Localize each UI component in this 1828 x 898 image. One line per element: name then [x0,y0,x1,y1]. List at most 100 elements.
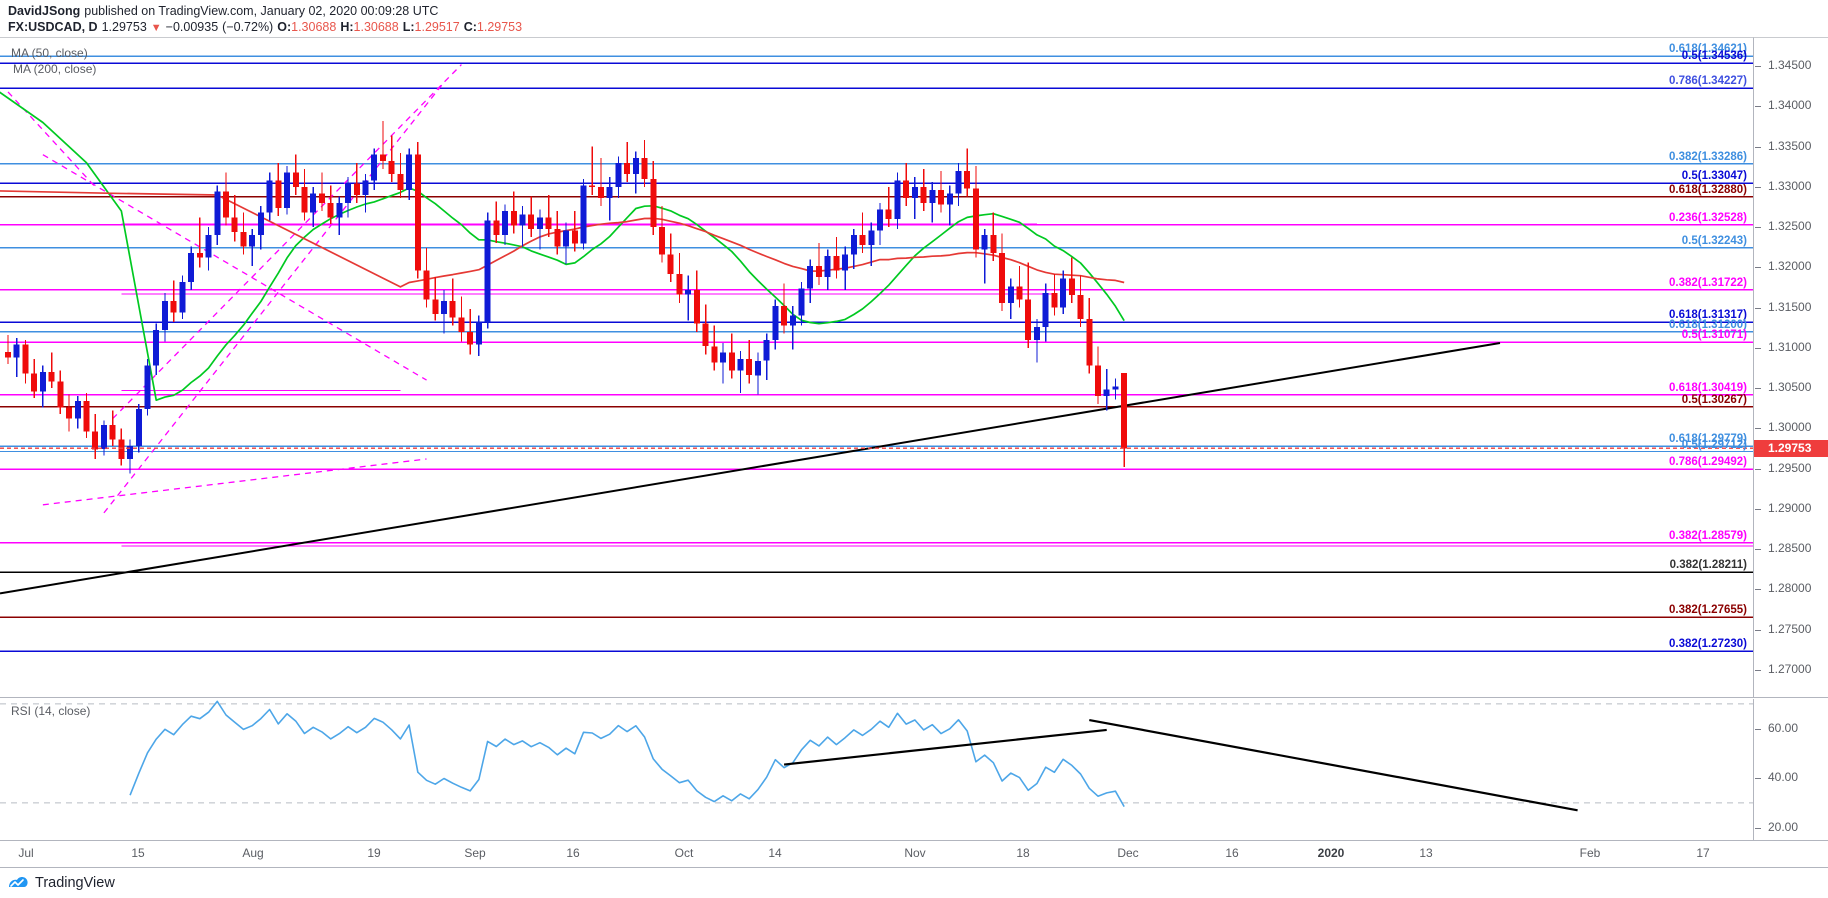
author-name: DavidJSong [8,4,81,18]
rsi-axis[interactable]: 60.00 40.00 20.00 [1753,699,1828,840]
price-tick-mark [1755,508,1761,510]
change-absolute: −0.00935 [165,20,219,34]
legend-ma50[interactable]: MA (50, close) [11,46,88,60]
fib-level-label: 0.5(1.31071) [1681,329,1747,342]
fib-level-label: 0.382(1.27655) [1668,604,1747,617]
price-tick-mark [1755,186,1761,188]
rsi-plot [0,700,1753,812]
fib-level-label: 0.382(1.28211) [1669,559,1747,572]
tradingview-brand-label: TradingView [35,875,115,891]
tradingview-logo-icon [7,874,29,892]
fib-level-label: 0.5(1.30267) [1681,393,1747,406]
time-tick-label: Feb [1579,846,1601,860]
rsi-tick-mark [1755,728,1761,730]
high-value: 1.30688 [353,20,399,34]
header-quote-line: FX:USDCAD, D 1.29753 ▼ −0.00935 (−0.72%) O:1.… [8,19,1828,36]
low-value: 1.29517 [414,20,460,34]
fib-level-label: 0.786(1.29492) [1668,456,1747,469]
fib-level-label: 0.618(1.29779) [1668,433,1747,446]
price-tick-mark [1755,629,1761,631]
time-tick-label: 16 [566,846,580,860]
legend-ma200[interactable]: MA (200, close) [13,62,96,76]
fib-level-label: 0.5(1.29712) [1681,438,1747,451]
header-attribution-line: DavidJSong published on TradingView.com, … [8,3,1828,19]
price-tick-mark [1755,388,1761,390]
time-tick-label: 17 [1696,846,1710,860]
price-tick-label: 1.29000 [1768,500,1812,515]
legend-rsi-label: RSI (14, close) [11,704,91,718]
high-label: H: [340,20,354,34]
price-tick-label: 1.30500 [1768,380,1812,395]
price-tick-label: 1.27000 [1768,661,1812,676]
change-percent: (−0.72%) [222,20,274,34]
price-tick-mark [1755,549,1761,551]
time-tick-label: 14 [768,846,782,860]
fib-level-label: 0.236(1.32528) [1668,211,1747,224]
legend-rsi[interactable]: RSI (14, close) [11,704,90,718]
legend-ma200-label: MA (200, close) [13,62,97,76]
price-tick-mark [1755,347,1761,349]
time-tick-label: 16 [1225,846,1239,860]
rsi-tick-mark [1755,827,1761,829]
price-tick-label: 1.31500 [1768,299,1812,314]
footer: TradingView [0,868,1828,898]
time-tick-label: Oct [674,846,694,860]
time-tick-label: 18 [1016,846,1030,860]
current-price-marker[interactable]: 1.29753 [1754,439,1828,457]
time-tick-label: 2020 [1317,846,1345,860]
fib-level-label: 0.382(1.33286) [1668,150,1747,163]
price-tick-label: 1.30000 [1768,420,1812,435]
fib-level-label: 0.618(1.32880) [1668,183,1747,196]
close-value: 1.29753 [476,20,523,34]
time-tick-label: Dec [1117,846,1139,860]
price-tick-mark [1755,589,1761,591]
price-tick-label: 1.28000 [1768,581,1812,596]
rsi-pane[interactable]: RSI (14, close) [0,699,1753,840]
price-tick-mark [1755,66,1761,68]
price-tick-mark [1755,106,1761,108]
price-plot [0,55,1753,652]
time-tick-label: Nov [904,846,926,860]
time-axis[interactable]: Jul 15 Aug 19 Sep 16 Oct 14 Nov 18 Dec 16 2020 13 Feb 1… [0,840,1828,868]
fib-level-label: 0.382(1.28579) [1668,529,1747,542]
open-label: O: [277,20,292,34]
rsi-tick-label: 60.00 [1768,720,1799,735]
fib-level-label: 0.786(1.34227) [1668,75,1747,88]
price-tick-label: 1.32500 [1768,219,1812,234]
rsi-tick-label: 20.00 [1768,819,1799,834]
fib-level-label: 0.382(1.31722) [1668,276,1747,289]
price-axis[interactable]: 1.34500 1.34000 1.33500 1.33000 1.32500 1.320… [1753,37,1828,698]
fib-level-label: 0.5(1.32243) [1681,234,1747,247]
symbol-label[interactable]: FX:USDCAD, D [8,20,98,34]
time-tick-label: Jul [18,846,34,860]
price-tick-mark [1755,468,1761,470]
price-tick-mark [1755,146,1761,148]
price-tick-label: 1.32000 [1768,259,1812,274]
rsi-tick-mark [1755,778,1761,780]
price-tick-mark [1755,307,1761,309]
published-text: published on TradingView.com, January 02… [84,4,439,18]
price-tick-mark [1755,428,1761,430]
low-label: L: [402,20,415,34]
price-tick-mark [1755,669,1761,671]
time-tick-label: 13 [1419,846,1433,860]
chart-canvas-area[interactable]: MA (50, close) MA (200, close) 0.618(1.3… [0,37,1828,840]
last-price: 1.29753 [101,20,147,34]
fib-level-label: 0.618(1.31317) [1668,309,1747,322]
price-tick-label: 1.28500 [1768,541,1812,556]
price-tick-label: 1.27500 [1768,621,1812,636]
price-tick-label: 1.34000 [1768,98,1812,113]
price-tick-label: 1.34500 [1768,58,1812,73]
chart-header: DavidJSong published on TradingView.com, … [0,0,1828,37]
rsi-tick-label: 40.00 [1768,770,1799,785]
price-tick-mark [1755,227,1761,229]
price-tick-label: 1.29500 [1768,460,1812,475]
legend-ma50-label: MA (50, close) [11,46,88,60]
price-pane[interactable]: MA (50, close) MA (200, close) 0.618(1.3… [0,37,1753,698]
price-tick-mark [1755,267,1761,269]
time-tick-label: Sep [464,846,486,860]
price-tick-label: 1.31000 [1768,339,1812,354]
fib-level-label: 0.618(1.30419) [1668,381,1747,394]
price-direction-icon: ▼ [150,22,162,34]
